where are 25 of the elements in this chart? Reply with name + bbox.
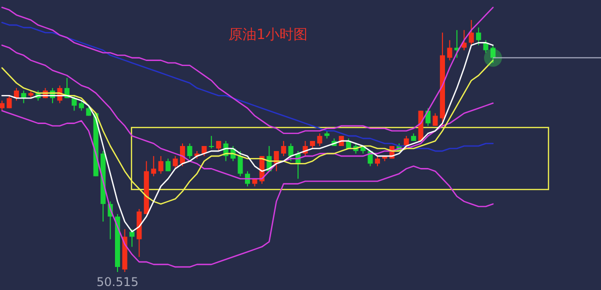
candlestick xyxy=(432,112,438,126)
candlestick xyxy=(187,142,192,160)
candlestick xyxy=(129,228,134,248)
candlestick xyxy=(208,135,214,150)
candlestick xyxy=(202,146,207,157)
candlestick xyxy=(447,40,452,61)
candlestick xyxy=(490,44,496,64)
annotation: 50.515 xyxy=(96,275,139,289)
candlestick xyxy=(78,100,84,112)
candlestick xyxy=(6,95,12,109)
candlestick xyxy=(374,156,380,167)
candlestick xyxy=(476,27,482,46)
candlestick xyxy=(86,105,92,116)
candlestick xyxy=(166,158,171,172)
candlestick xyxy=(468,20,474,46)
candlestick xyxy=(317,132,322,146)
candlestick xyxy=(151,156,156,177)
candlestick xyxy=(425,108,431,126)
candlestick xyxy=(0,100,5,112)
text: 原油1小时图 xyxy=(228,27,308,43)
candlestick xyxy=(238,150,243,177)
candlestick xyxy=(288,142,294,162)
candlestick xyxy=(281,140,286,157)
candlestick xyxy=(158,156,164,174)
candlestick xyxy=(172,156,178,170)
